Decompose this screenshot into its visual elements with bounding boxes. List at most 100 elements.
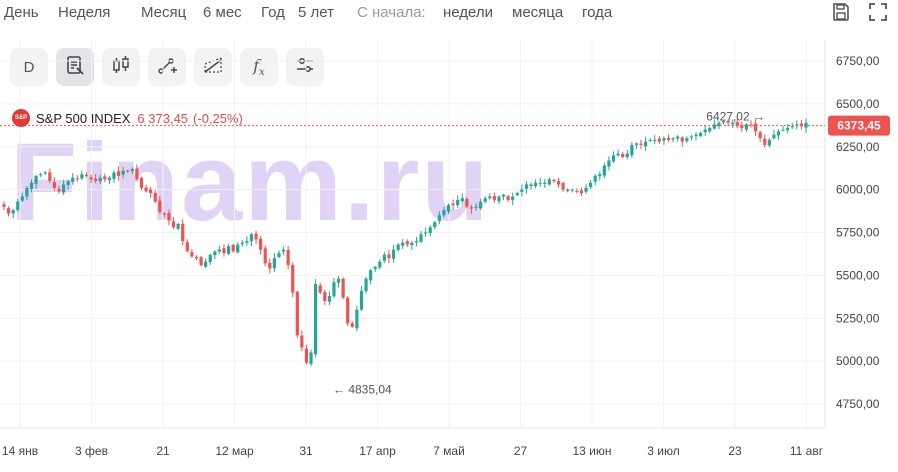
candle-body <box>332 282 336 297</box>
candle-body <box>666 137 671 140</box>
candle-body <box>382 254 386 261</box>
x-tick-label: 27 <box>514 444 528 458</box>
candle-body <box>391 249 396 259</box>
candle-body <box>245 241 249 243</box>
candle-body <box>286 250 290 266</box>
candle-body <box>314 283 318 355</box>
candle-body <box>144 187 148 192</box>
candle-body <box>350 323 354 327</box>
candle-body <box>708 127 712 132</box>
indicators-button[interactable] <box>56 48 94 86</box>
channel-button[interactable] <box>194 48 232 86</box>
trend-line-button[interactable] <box>148 48 186 86</box>
candle-body <box>387 254 391 259</box>
candle-body <box>171 221 176 228</box>
candle-body <box>767 139 771 146</box>
candle-body <box>795 124 799 126</box>
x-tick-label: 21 <box>156 444 170 458</box>
candle-body <box>763 138 767 146</box>
candle-body <box>268 262 272 269</box>
candle-body <box>34 175 38 184</box>
since-month[interactable]: месяца <box>512 4 564 21</box>
candle-body <box>75 178 79 180</box>
candle-body <box>689 136 694 138</box>
candle-body <box>469 207 474 209</box>
candle-body <box>451 203 455 206</box>
settings-button[interactable] <box>286 48 324 86</box>
candle-body <box>323 291 327 302</box>
candle-body <box>744 124 749 130</box>
candle-body <box>492 196 496 200</box>
candle-body <box>442 210 446 216</box>
candle-body <box>575 190 579 192</box>
candle-body <box>259 238 263 250</box>
candle-body <box>424 232 428 234</box>
candle-body <box>740 124 744 128</box>
candle-body <box>602 165 606 176</box>
candle-body <box>589 182 593 188</box>
candle-body <box>433 222 437 228</box>
sp500-logo: S&P <box>12 109 30 127</box>
instrument-legend: S&P S&P 500 INDEX 6 373,45 (-0,25%) <box>12 108 243 128</box>
candle-body <box>43 172 47 174</box>
candle-body <box>648 139 652 141</box>
candle-body <box>401 242 405 246</box>
x-tick-label: 23 <box>728 444 742 458</box>
candle-body <box>680 137 684 142</box>
candle-body <box>236 244 240 253</box>
period-day[interactable]: День <box>4 4 39 21</box>
candle-body <box>657 138 661 142</box>
candle-body <box>772 134 776 139</box>
candle-body <box>318 285 322 293</box>
fullscreen-icon[interactable] <box>868 2 888 22</box>
candle-body <box>625 153 629 158</box>
period-year[interactable]: Год <box>261 4 285 21</box>
since-week[interactable]: недели <box>443 4 494 21</box>
period-6-months[interactable]: 6 мес <box>203 4 242 21</box>
y-tick-label: 6750,00 <box>836 54 880 68</box>
period-month[interactable]: Месяц <box>141 4 187 21</box>
chart-type-button[interactable] <box>102 48 140 86</box>
candle-body <box>341 278 345 298</box>
candle-body <box>116 171 121 176</box>
candle-body <box>208 254 212 262</box>
candle-body <box>721 121 726 123</box>
candle-body <box>428 227 432 234</box>
candle-body <box>11 210 15 214</box>
candle-body <box>66 181 70 185</box>
candle-body <box>149 189 153 194</box>
interval-button[interactable]: D <box>10 48 48 86</box>
candle-body <box>584 187 588 192</box>
candle-body <box>630 145 634 156</box>
y-tick-label: 6250,00 <box>836 140 880 154</box>
candle-body <box>222 248 226 254</box>
candle-body <box>483 198 487 202</box>
candle-body <box>799 123 804 127</box>
candle-body <box>263 248 267 264</box>
candle-body <box>396 244 400 250</box>
candle-body <box>2 204 6 207</box>
candle-body <box>529 184 533 187</box>
candle-body <box>190 252 194 257</box>
period-week[interactable]: Неделя <box>58 4 111 21</box>
since-year[interactable]: года <box>582 4 613 21</box>
instrument-change: (-0,25%) <box>193 110 243 126</box>
candle-body <box>419 234 423 242</box>
candle-body <box>570 189 574 191</box>
fx-button[interactable]: fx <box>240 48 278 86</box>
candle-body <box>405 241 409 245</box>
candle-body <box>543 182 547 184</box>
candle-body <box>547 179 551 185</box>
candle-body <box>126 170 130 172</box>
candle-body <box>607 160 611 167</box>
period-5-years[interactable]: 5 лет <box>298 4 334 21</box>
save-icon[interactable] <box>831 2 851 22</box>
candle-body <box>336 278 341 283</box>
x-tick-label: 3 июл <box>647 444 679 458</box>
y-tick-label: 5000,00 <box>836 354 880 368</box>
candle-body <box>694 134 698 137</box>
candle-body <box>304 348 309 363</box>
last-price-label: 6373,45 <box>837 119 881 133</box>
candle-body <box>71 177 75 182</box>
